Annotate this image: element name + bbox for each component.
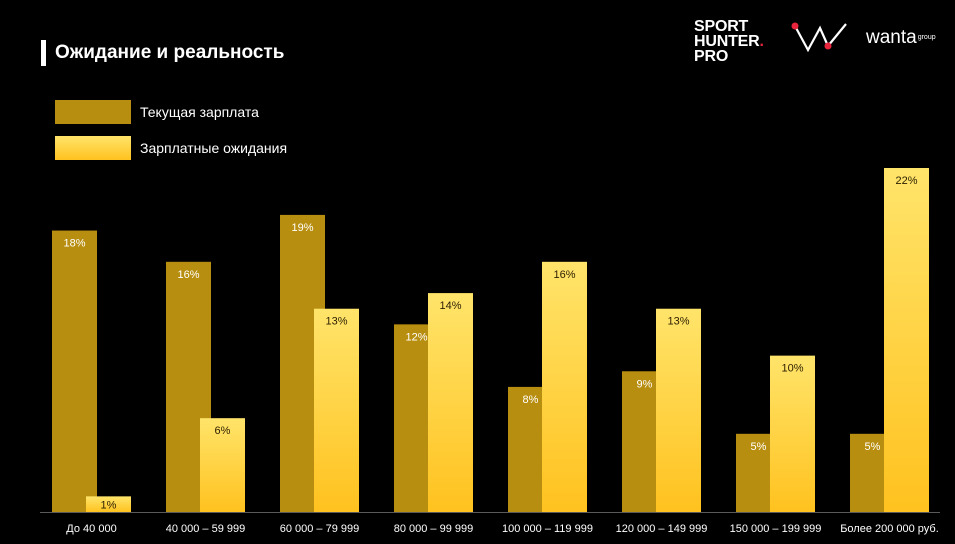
sporthunter-logo-line3: PRO <box>694 48 729 65</box>
bar-expected-7 <box>884 168 929 512</box>
legend-label-current: Текущая зарплата <box>140 104 259 120</box>
legend-swatch-expected <box>55 136 131 160</box>
bar-expected-4 <box>542 261 587 512</box>
x-tick-label-2: 60 000 – 79 999 <box>280 523 360 535</box>
data-label-expected-2: 13% <box>325 316 347 328</box>
sporthunter-logo-line2: HUNTER <box>694 33 760 50</box>
data-label-expected-0: 1% <box>101 499 117 511</box>
bar-current-0 <box>52 230 97 512</box>
bar-expected-0 <box>86 496 131 512</box>
bar-expected-1 <box>200 418 245 512</box>
data-label-current-7: 5% <box>865 441 881 453</box>
x-tick-label-4: 100 000 – 119 999 <box>502 523 593 535</box>
data-label-expected-5: 13% <box>667 316 689 328</box>
data-label-current-6: 5% <box>751 441 767 453</box>
data-label-current-1: 16% <box>177 269 199 281</box>
x-tick-label-1: 40 000 – 59 999 <box>166 523 246 535</box>
data-label-expected-7: 22% <box>895 175 917 187</box>
wanta-logo-icon <box>791 22 847 53</box>
data-label-expected-1: 6% <box>215 425 231 437</box>
bar-expected-2 <box>314 308 359 512</box>
bar-expected-6 <box>770 355 815 512</box>
wanta-logo-name: wanta <box>866 27 917 48</box>
page-title: Ожидание и реальность <box>55 42 285 63</box>
x-tick-label-3: 80 000 – 99 999 <box>394 523 474 535</box>
x-tick-label-0: До 40 000 <box>66 523 116 535</box>
data-label-expected-3: 14% <box>439 300 461 312</box>
x-tick-label-5: 120 000 – 149 999 <box>616 523 708 535</box>
data-label-expected-4: 16% <box>553 269 575 281</box>
bar-expected-5 <box>656 308 701 512</box>
x-tick-label-6: 150 000 – 199 999 <box>730 523 822 535</box>
wanta-logo-suffix: group <box>917 34 936 41</box>
sporthunter-logo-line1: SPORT <box>694 18 749 35</box>
wanta-logo-text: wantagroup <box>866 27 936 49</box>
data-label-current-3: 12% <box>405 331 427 343</box>
data-label-current-0: 18% <box>63 238 85 250</box>
sporthunter-logo-dot: . <box>759 33 764 50</box>
sporthunter-logo: SPORT HUNTER. PRO <box>694 18 764 65</box>
data-label-current-2: 19% <box>291 222 313 234</box>
bar-expected-3 <box>428 293 473 512</box>
legend-label-expected: Зарплатные ожидания <box>140 140 288 156</box>
legend-swatch-current <box>55 100 131 124</box>
data-label-current-5: 9% <box>637 378 653 390</box>
title-accent-bar <box>41 40 46 66</box>
data-label-current-4: 8% <box>523 394 539 406</box>
data-label-expected-6: 10% <box>781 363 803 375</box>
x-tick-label-7: Более 200 000 руб. <box>840 523 939 535</box>
